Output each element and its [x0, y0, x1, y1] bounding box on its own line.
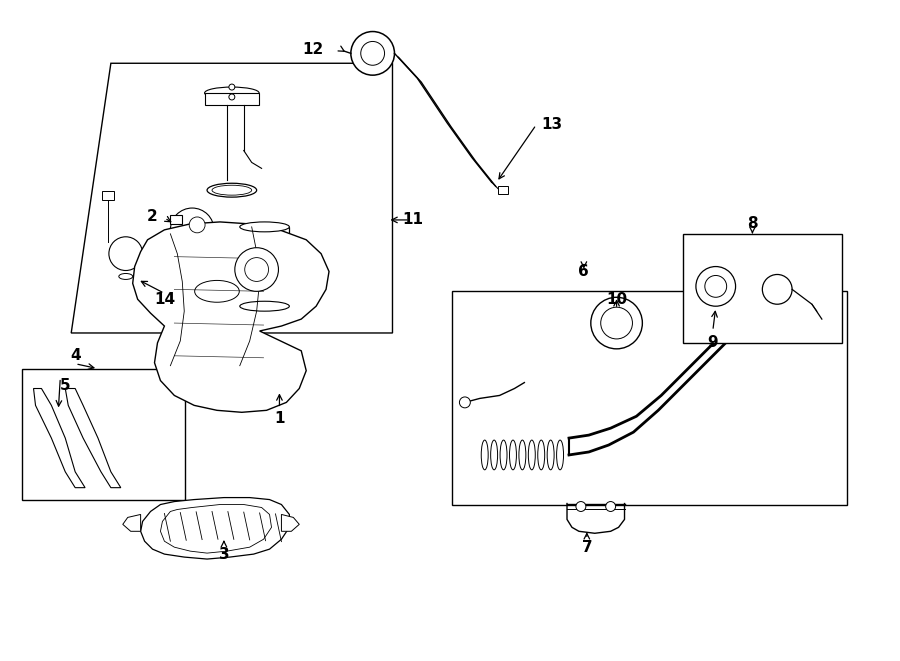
Bar [498, 186, 508, 194]
Circle shape [235, 248, 278, 292]
Ellipse shape [547, 440, 554, 470]
Bar [452, 292, 847, 504]
Polygon shape [122, 514, 140, 531]
Ellipse shape [519, 440, 526, 470]
Text: 13: 13 [541, 117, 562, 132]
Bar [22, 369, 185, 500]
Polygon shape [140, 498, 290, 559]
Circle shape [189, 217, 205, 233]
Circle shape [762, 274, 792, 304]
Ellipse shape [491, 440, 498, 470]
Circle shape [696, 266, 735, 306]
Ellipse shape [528, 440, 536, 470]
Ellipse shape [204, 87, 259, 99]
Ellipse shape [239, 301, 290, 311]
Circle shape [361, 42, 384, 65]
Circle shape [705, 276, 726, 297]
Ellipse shape [500, 440, 507, 470]
Ellipse shape [556, 440, 563, 470]
Text: 5: 5 [60, 378, 70, 393]
Text: 11: 11 [401, 212, 423, 227]
Bar [102, 191, 113, 200]
Text: 9: 9 [707, 335, 718, 350]
Text: 1: 1 [274, 410, 284, 426]
Text: 10: 10 [606, 292, 627, 307]
Bar [170, 215, 183, 224]
Polygon shape [33, 389, 86, 488]
Text: 4: 4 [70, 348, 80, 364]
Text: 12: 12 [302, 42, 323, 57]
Bar [239, 227, 290, 306]
Ellipse shape [538, 440, 544, 470]
Circle shape [170, 208, 214, 252]
Bar [683, 234, 842, 343]
Text: 8: 8 [747, 216, 758, 231]
Circle shape [459, 397, 471, 408]
Circle shape [109, 237, 142, 270]
Circle shape [245, 258, 268, 282]
Circle shape [590, 297, 643, 349]
Polygon shape [282, 514, 300, 531]
Circle shape [351, 32, 394, 75]
Polygon shape [132, 222, 329, 412]
Polygon shape [160, 504, 272, 553]
Circle shape [576, 502, 586, 512]
Ellipse shape [482, 440, 488, 470]
Ellipse shape [119, 274, 132, 280]
Text: 2: 2 [147, 210, 158, 225]
Circle shape [606, 502, 616, 512]
PathPatch shape [71, 63, 392, 333]
Ellipse shape [239, 222, 290, 232]
Circle shape [229, 84, 235, 90]
Polygon shape [66, 389, 121, 488]
Circle shape [229, 94, 235, 100]
Bar [204, 93, 259, 105]
Circle shape [600, 307, 633, 339]
Text: 6: 6 [579, 264, 590, 279]
Ellipse shape [509, 440, 517, 470]
Text: 3: 3 [219, 547, 230, 562]
Text: 7: 7 [581, 539, 592, 555]
Bar [175, 249, 234, 278]
Text: 14: 14 [154, 292, 175, 307]
